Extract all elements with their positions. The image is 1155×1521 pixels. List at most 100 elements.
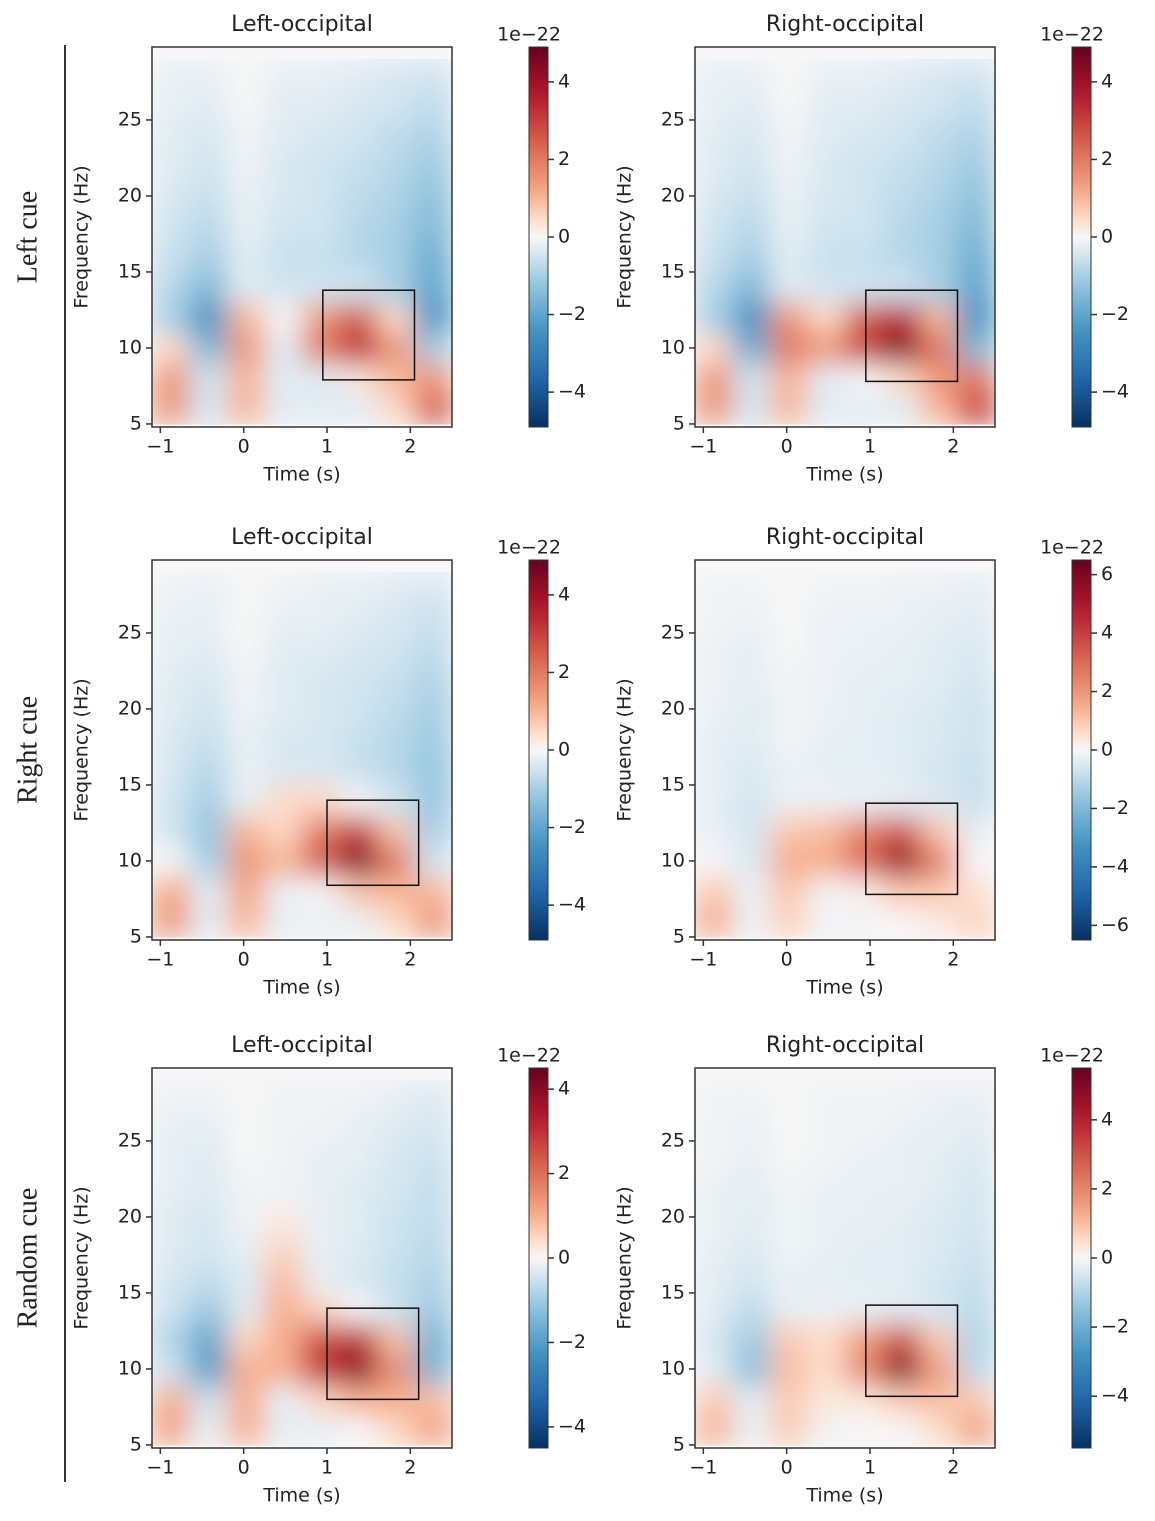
highlight-box <box>322 289 416 381</box>
heatmap-cell <box>882 1110 921 1142</box>
chart-title: Left-occipital <box>231 1033 373 1058</box>
heatmap-cell <box>695 271 733 303</box>
heatmap-cell <box>882 363 921 395</box>
heatmap-cell <box>845 693 883 725</box>
x-tick-label: 2 <box>404 436 416 458</box>
y-tick-label: 5 <box>130 412 142 434</box>
heatmap-cell <box>807 180 846 212</box>
heatmap-cell <box>732 1292 771 1324</box>
heatmap-cell <box>957 302 995 334</box>
heatmap-cell <box>957 1384 995 1416</box>
heatmap-cell <box>732 241 771 273</box>
chart-title: Right-occipital <box>766 525 924 550</box>
y-tick-label: 10 <box>661 849 685 871</box>
heatmap-cell <box>264 693 303 725</box>
heatmap-cell <box>957 89 995 121</box>
colorbar-tick-label: −2 <box>1101 797 1129 819</box>
heatmap-cell <box>377 1232 415 1264</box>
heatmap-cell <box>264 1384 303 1416</box>
heatmap-cell <box>339 1110 378 1142</box>
heatmap-cell <box>339 119 378 151</box>
heatmap-cell <box>264 754 303 786</box>
heatmap-cell <box>152 906 190 938</box>
heatmap-cell <box>152 211 190 243</box>
heatmap-cell <box>152 724 190 756</box>
heatmap-cell <box>695 1171 733 1203</box>
heatmap-cell <box>845 1140 883 1172</box>
heatmap-cell <box>845 815 883 847</box>
heatmap-cell <box>377 180 415 212</box>
heatmap-cell <box>695 1353 733 1385</box>
heatmap-cell <box>845 332 883 364</box>
heatmap-cell <box>807 906 846 938</box>
heatmap-cell <box>227 1323 265 1355</box>
heatmap-cell <box>339 876 378 908</box>
heatmap-cell <box>227 1414 265 1446</box>
heatmap-cell <box>695 1232 733 1264</box>
heatmap-cell <box>770 693 808 725</box>
heatmap-cell <box>152 1171 190 1203</box>
heatmap-cell <box>152 1232 190 1264</box>
plot-frame <box>151 559 453 941</box>
heatmap-cell <box>377 150 415 182</box>
heatmap-cell <box>302 393 340 425</box>
heatmap-cell <box>920 1414 958 1446</box>
heatmap-cell <box>377 271 415 303</box>
heatmap-cell <box>227 302 265 334</box>
heatmap-cell <box>920 1171 958 1203</box>
heatmap-cells <box>152 572 452 938</box>
heatmap-cell <box>302 1232 340 1264</box>
colorbar-scale-label: 1e−22 <box>497 1045 561 1067</box>
plot-frame <box>694 46 996 428</box>
heatmap-cell <box>845 211 883 243</box>
heatmap-cell <box>920 119 958 151</box>
heatmap-cell <box>695 663 733 695</box>
heatmap-cell <box>339 632 378 664</box>
heatmap-cell <box>882 572 921 604</box>
heatmap-cell <box>845 150 883 182</box>
heatmap-cell <box>957 693 995 725</box>
heatmap-cell <box>732 1384 771 1416</box>
y-tick-label: 10 <box>661 336 685 358</box>
x-tick-label: 0 <box>781 1457 793 1479</box>
heatmap-cell <box>920 180 958 212</box>
heatmap-cell <box>189 906 228 938</box>
highlight-box <box>865 802 959 896</box>
heatmap-cell <box>845 363 883 395</box>
heatmap-cell <box>695 906 733 938</box>
heatmap-cell <box>339 150 378 182</box>
colorbar-tick-label: −2 <box>558 303 586 325</box>
heatmap-cell <box>732 1080 771 1112</box>
heatmap-cell <box>957 1292 995 1324</box>
heatmap-cell <box>695 1292 733 1324</box>
heatmap-cell <box>377 1353 415 1385</box>
colorbar-tick-label: −4 <box>558 894 586 916</box>
heatmap-cell <box>414 1080 452 1112</box>
heatmap-cell <box>920 1292 958 1324</box>
heatmap-cell <box>770 59 808 91</box>
heatmap-cell <box>807 89 846 121</box>
heatmap-cell <box>695 1140 733 1172</box>
heatmap-cell <box>189 876 228 908</box>
heatmap-cell <box>845 241 883 273</box>
heatmap-cell <box>957 332 995 364</box>
heatmap-cell <box>152 693 190 725</box>
heatmap-cell <box>882 1323 921 1355</box>
heatmap-cell <box>302 724 340 756</box>
x-tick-label: 2 <box>947 436 959 458</box>
heatmap-cell <box>732 1110 771 1142</box>
heatmap-cell <box>695 876 733 908</box>
heatmap-cell <box>732 271 771 303</box>
heatmap-cell <box>227 754 265 786</box>
heatmap-cell <box>807 1201 846 1233</box>
heatmap-cell <box>882 663 921 695</box>
heatmap-cell <box>957 241 995 273</box>
heatmap-cell <box>377 89 415 121</box>
heatmap-cell <box>732 1323 771 1355</box>
heatmap-cell <box>882 1384 921 1416</box>
heatmap-cell <box>189 1353 228 1385</box>
heatmap-cell <box>302 1080 340 1112</box>
heatmap-cell <box>302 1201 340 1233</box>
